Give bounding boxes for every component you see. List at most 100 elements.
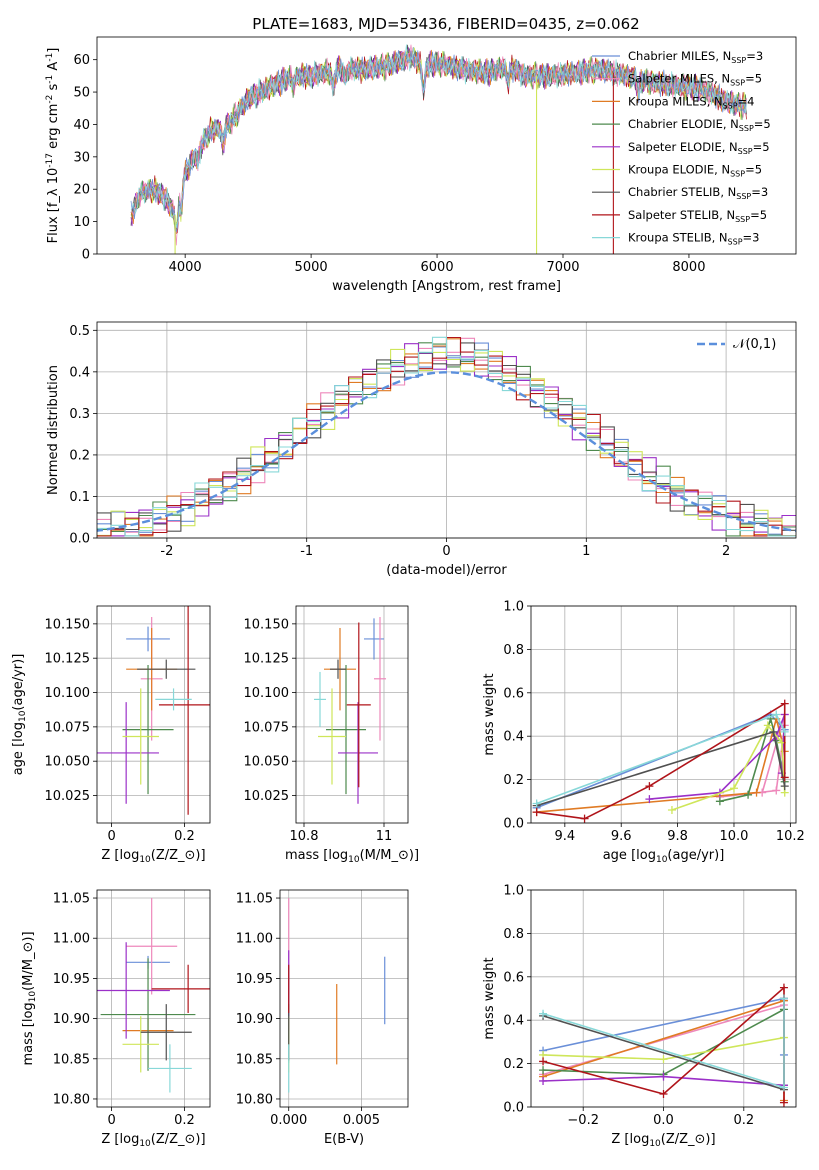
legend-entry: Salpeter ELODIE, NSSP=5 bbox=[628, 140, 770, 156]
y-tick-label: 10.90 bbox=[236, 1012, 273, 1027]
residual-histogram bbox=[97, 336, 796, 537]
y-tick-label: 1.0 bbox=[503, 884, 524, 899]
axes-weight-vs-Z: −0.2 0.0 0.2 0.0 0.2 0.4 0.6 0.8 1.0 Z [log10(Z/Z… bbox=[482, 884, 797, 1149]
axes-frame bbox=[279, 889, 409, 1108]
y-tick-label: 10.050 bbox=[45, 755, 91, 770]
weight-marker bbox=[729, 784, 738, 793]
weight-marker bbox=[667, 805, 676, 814]
errorbar-point bbox=[374, 616, 386, 741]
errorbar-point bbox=[338, 702, 378, 804]
x-tick-label: 0 bbox=[107, 1113, 115, 1128]
y-tick-label: 0.0 bbox=[503, 1101, 524, 1116]
y-tick-label: 0 bbox=[82, 248, 90, 263]
y-tick-label: 40 bbox=[73, 118, 90, 133]
legend-entry: Kroupa ELODIE, NSSP=5 bbox=[628, 163, 762, 179]
errorbar-point bbox=[318, 688, 346, 785]
y-tick-label: 0.0 bbox=[69, 532, 90, 547]
weight-marker bbox=[539, 1009, 548, 1018]
y-tick-label: 10.050 bbox=[244, 755, 290, 770]
legend-entry: Kroupa MILES, NSSP=4 bbox=[628, 94, 754, 110]
y-tick-label: 10.075 bbox=[45, 720, 91, 735]
y-tick-label: 10.025 bbox=[244, 789, 290, 804]
legend-entry: Salpeter STELIB, NSSP=5 bbox=[628, 208, 767, 224]
plot-area bbox=[288, 898, 386, 1093]
y-tick-label: 0.0 bbox=[503, 817, 524, 832]
plot-area bbox=[97, 336, 796, 537]
weight-marker bbox=[772, 710, 781, 719]
x-axis-label: Z [log10(Z/Z_⊙)] bbox=[101, 848, 205, 865]
errorbar-point bbox=[122, 665, 174, 795]
y-tick-label: 0.2 bbox=[503, 1057, 524, 1072]
y-axis-label: Flux [f_λ 10-17 erg cm-2 s-1 A-1] bbox=[45, 48, 61, 244]
y-tick-label: 10.150 bbox=[45, 617, 91, 632]
weight-marker bbox=[539, 1066, 548, 1075]
spectrum-legend: Chabrier MILES, NSSP=3 Salpeter MILES, NS… bbox=[592, 49, 771, 247]
x-tick-label: 9.4 bbox=[554, 829, 575, 844]
x-tick-label: 8000 bbox=[672, 260, 705, 275]
x-tick-label: 1 bbox=[582, 544, 590, 559]
y-tick-label: 0.6 bbox=[503, 686, 524, 701]
x-tick-label: 0 bbox=[107, 829, 115, 844]
x-axis-label: Z [log10(Z/Z_⊙)] bbox=[101, 1132, 205, 1149]
axes-age-vs-mass: 10.8 11 10.025 10.050 10.075 10.100 10.125 10.1… bbox=[244, 605, 419, 865]
errorbar-point bbox=[346, 622, 371, 788]
legend-entry: Chabrier ELODIE, NSSP=5 bbox=[628, 117, 771, 133]
y-tick-label: 10.80 bbox=[236, 1092, 273, 1107]
y-tick-label: 0.4 bbox=[69, 365, 90, 380]
y-tick-label: 10.95 bbox=[53, 972, 90, 987]
errorbar-point bbox=[97, 702, 159, 804]
x-tick-label: 5000 bbox=[295, 260, 328, 275]
y-tick-label: 10.075 bbox=[244, 720, 290, 735]
x-tick-label: 0 bbox=[442, 544, 450, 559]
x-tick-label: 10.2 bbox=[776, 829, 805, 844]
y-tick-label: 10.100 bbox=[244, 686, 290, 701]
x-axis-label: wavelength [Angstrom, rest frame] bbox=[332, 279, 561, 294]
weight-marker bbox=[780, 699, 789, 708]
x-tick-label: 10.0 bbox=[720, 829, 749, 844]
y-tick-label: 11.00 bbox=[236, 932, 273, 947]
y-tick-label: 10.150 bbox=[244, 617, 290, 632]
x-tick-label: 9.8 bbox=[667, 829, 688, 844]
x-tick-label: 0.2 bbox=[733, 1113, 754, 1128]
x-tick-label: 0.2 bbox=[174, 1113, 195, 1128]
axes-frame bbox=[96, 36, 797, 255]
y-axis-label: mass weight bbox=[482, 673, 497, 755]
x-tick-label: 0.2 bbox=[174, 829, 195, 844]
x-tick-label: 7000 bbox=[546, 260, 579, 275]
weight-marker bbox=[532, 799, 541, 808]
x-tick-label: 2 bbox=[722, 544, 730, 559]
y-tick-label: 10.90 bbox=[53, 1012, 90, 1027]
y-tick-label: 10.125 bbox=[244, 652, 290, 667]
y-tick-label: 0.2 bbox=[503, 773, 524, 788]
figure-title: PLATE=1683, MJD=53436, FIBERID=0435, z=0… bbox=[252, 15, 639, 33]
x-tick-label: 0.0 bbox=[653, 1113, 674, 1128]
axes-frame bbox=[530, 605, 797, 824]
plot-area bbox=[97, 898, 210, 1093]
y-tick-label: 11.00 bbox=[53, 932, 90, 947]
weight-marker bbox=[580, 814, 589, 823]
errorbar-point bbox=[330, 659, 346, 679]
y-tick-label: 60 bbox=[73, 53, 90, 68]
y-tick-label: 30 bbox=[73, 150, 90, 165]
weight-marker bbox=[780, 727, 789, 736]
y-tick-label: 10.95 bbox=[236, 972, 273, 987]
x-axis-label: Z [log10(Z/Z_⊙)] bbox=[611, 1132, 715, 1149]
y-tick-label: 0.8 bbox=[503, 643, 524, 658]
weight-marker bbox=[539, 1057, 548, 1066]
x-tick-label: −0.2 bbox=[567, 1113, 599, 1128]
residual-histogram bbox=[97, 342, 796, 537]
errorbar-point bbox=[137, 659, 196, 679]
weight-marker bbox=[763, 721, 772, 730]
axes-mass-vs-ebv: 0.000 0.005 10.80 10.85 10.90 10.95 11.00 11.05… bbox=[236, 889, 409, 1147]
errorbar-point bbox=[126, 626, 170, 652]
errorbar-point bbox=[140, 1004, 192, 1061]
x-tick-label: 4000 bbox=[169, 260, 202, 275]
x-axis-label: mass [log10(M/M_⊙)] bbox=[285, 848, 419, 865]
x-tick-label: -2 bbox=[160, 544, 173, 559]
spectrum-line bbox=[130, 44, 747, 229]
grid bbox=[97, 890, 210, 1107]
weight-marker bbox=[772, 786, 781, 795]
axes-mass-vs-Z: 0 0.2 10.80 10.85 10.90 10.95 11.00 11.05 Z [log… bbox=[21, 889, 211, 1149]
y-tick-label: 10 bbox=[73, 215, 90, 230]
errorbar-point bbox=[155, 688, 192, 711]
